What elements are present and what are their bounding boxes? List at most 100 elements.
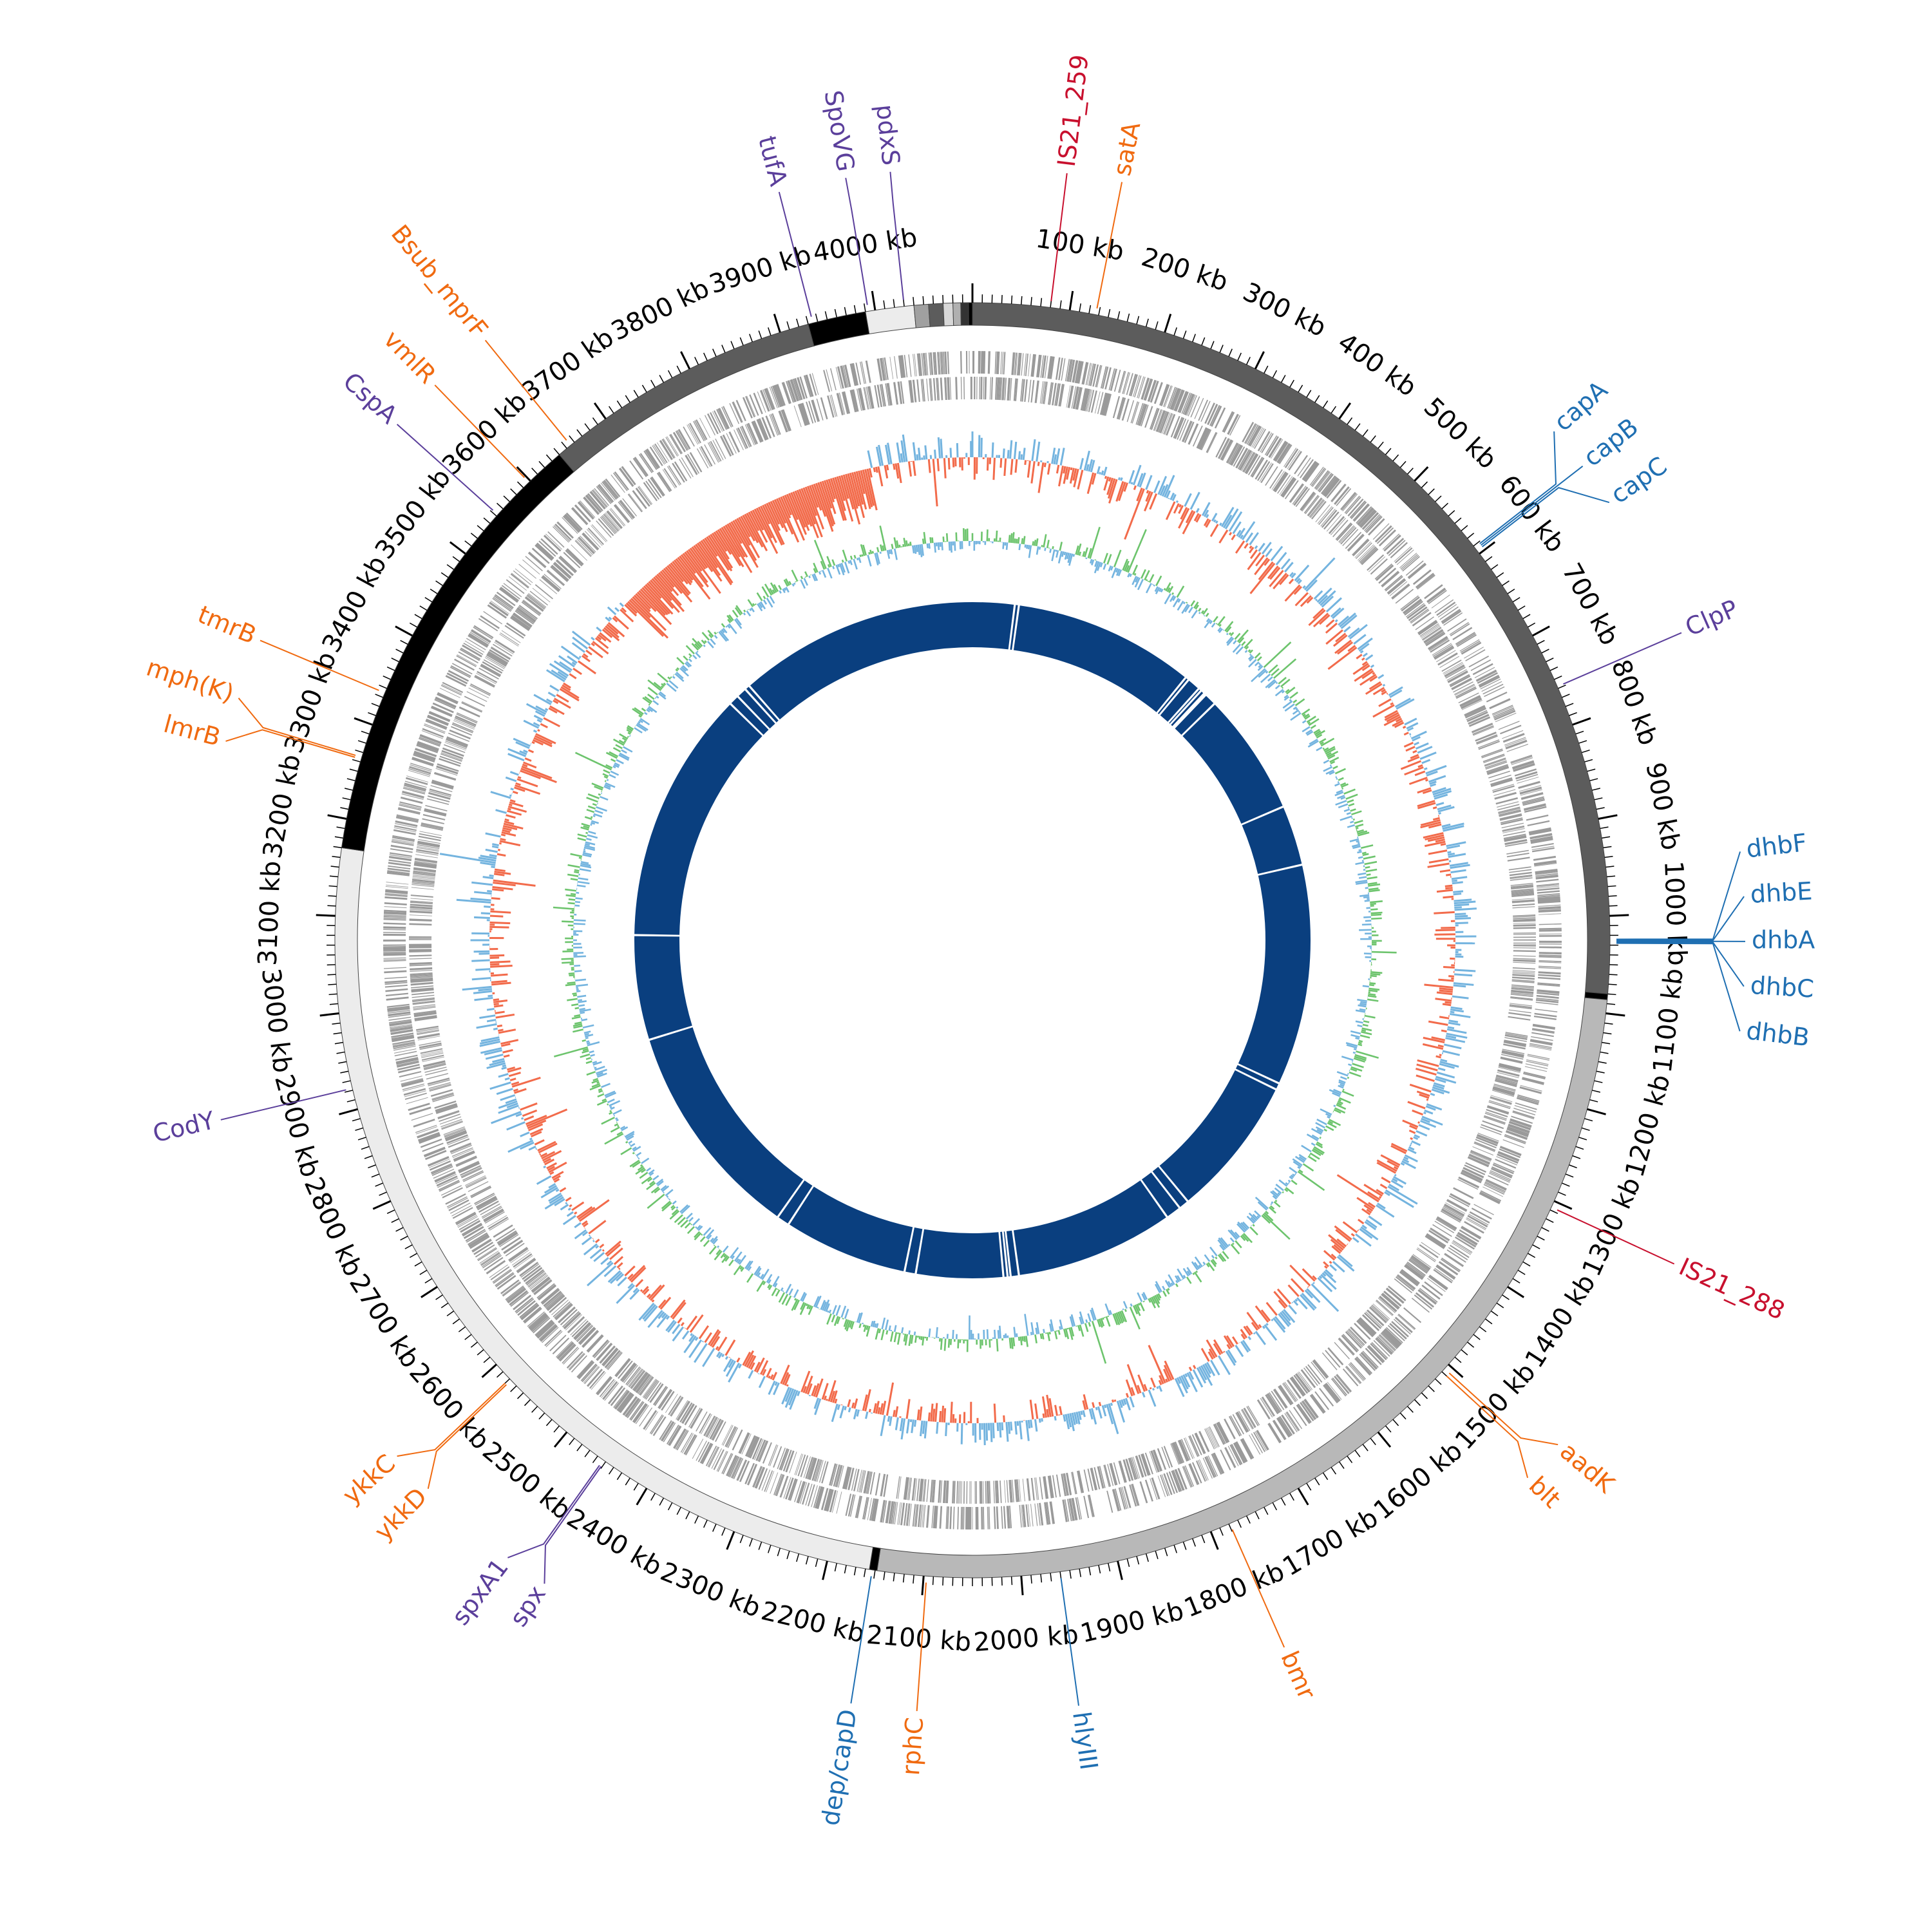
cds-mark xyxy=(1209,1426,1220,1447)
cds-mark xyxy=(1475,1136,1498,1146)
cds-mark xyxy=(926,1505,930,1528)
gc-content-bar xyxy=(912,442,917,461)
cds-mark xyxy=(1289,483,1304,503)
minor-tick xyxy=(633,1482,639,1491)
cds-mark xyxy=(498,1232,518,1246)
minor-tick xyxy=(1210,341,1215,350)
cds-mark xyxy=(1150,408,1160,430)
cds-mark xyxy=(1224,1446,1236,1468)
minor-tick xyxy=(409,622,417,628)
cds-mark xyxy=(1427,1278,1446,1293)
cds-mark xyxy=(1538,910,1561,913)
minor-tick xyxy=(409,1253,417,1258)
cds-mark xyxy=(681,457,694,477)
cds-mark xyxy=(960,351,962,374)
gc-content-bar xyxy=(491,980,507,983)
minor-tick xyxy=(1541,649,1549,654)
gc-skew-bar xyxy=(1343,788,1356,795)
gc-skew-bar xyxy=(1204,619,1211,629)
cds-mark xyxy=(1359,509,1376,527)
cds-mark xyxy=(1381,571,1399,587)
gc-content-bar xyxy=(815,1378,824,1398)
cds-mark xyxy=(1418,621,1438,636)
gc-content-bar xyxy=(738,1363,743,1368)
cds-mark xyxy=(1237,449,1250,469)
cds-mark xyxy=(1227,413,1239,435)
cds-mark xyxy=(417,1032,440,1038)
gc-skew-bar xyxy=(1323,747,1329,752)
minor-tick xyxy=(334,836,343,839)
minor-tick xyxy=(592,1455,598,1463)
cds-mark xyxy=(1087,1468,1094,1492)
cds-mark xyxy=(635,1405,649,1425)
gc-content-bar xyxy=(895,1417,899,1430)
cds-mark xyxy=(1072,386,1079,410)
cds-mark xyxy=(894,1502,898,1525)
cds-mark xyxy=(558,556,576,574)
gc-content-bar xyxy=(905,1399,911,1419)
cds-mark xyxy=(392,1039,415,1045)
cds-mark xyxy=(387,1005,410,1010)
cds-mark xyxy=(1513,958,1536,960)
cds-mark xyxy=(1538,906,1561,909)
gc-content-bar xyxy=(828,478,837,500)
gc-skew-bar xyxy=(1267,680,1277,689)
cds-mark xyxy=(1034,1477,1038,1501)
cds-mark xyxy=(596,1342,612,1360)
gc-content-bar xyxy=(1323,1249,1336,1261)
gc-content-bar xyxy=(1275,552,1287,565)
cds-mark xyxy=(1503,1041,1526,1047)
major-tick xyxy=(1297,1488,1309,1506)
cds-mark xyxy=(1354,1323,1371,1340)
cds-mark xyxy=(1126,400,1135,422)
contig-segment xyxy=(960,302,969,326)
gc-skew-bar xyxy=(1289,699,1292,702)
gc-skew-bar xyxy=(1135,576,1139,583)
cds-mark xyxy=(876,358,882,381)
cds-mark xyxy=(861,361,867,384)
gc-content-bar xyxy=(1340,614,1358,629)
minor-tick xyxy=(1596,807,1605,810)
cds-mark xyxy=(410,764,432,772)
cds-mark xyxy=(1311,1361,1326,1380)
gc-content-bar xyxy=(471,977,491,981)
cds-mark xyxy=(1383,1291,1401,1307)
cds-mark xyxy=(1039,381,1044,404)
cds-mark xyxy=(517,607,536,621)
cds-mark xyxy=(855,362,862,385)
cds-mark xyxy=(1062,1499,1068,1522)
gc-skew-bar xyxy=(1307,721,1311,724)
cds-mark xyxy=(384,893,408,896)
cds-mark xyxy=(578,536,595,554)
minor-tick xyxy=(893,1573,895,1582)
gc-content-bar xyxy=(1075,1411,1081,1425)
cds-mark xyxy=(1427,589,1446,603)
gc-content-bar xyxy=(832,1390,838,1403)
cds-mark xyxy=(1300,491,1315,511)
cds-mark xyxy=(1177,1468,1188,1490)
tick-label: 1100 kb xyxy=(1648,967,1689,1074)
cds-mark xyxy=(1023,353,1027,376)
cds-mark xyxy=(1378,1298,1396,1314)
minor-tick xyxy=(430,589,438,594)
cds-mark xyxy=(1524,804,1546,811)
cds-mark xyxy=(1161,1474,1170,1496)
cds-mark xyxy=(1374,525,1392,543)
cds-mark xyxy=(412,997,435,1001)
gc-content-bar xyxy=(1058,466,1065,487)
cds-mark xyxy=(914,1504,918,1527)
cds-mark xyxy=(1256,1430,1268,1451)
cds-mark xyxy=(1349,500,1366,518)
cds-mark xyxy=(1235,448,1248,469)
cds-mark xyxy=(423,724,445,734)
gc-content-bar xyxy=(1432,787,1446,793)
gc-content-bar xyxy=(688,1334,695,1342)
cds-mark xyxy=(1453,681,1473,693)
gc-content-bar xyxy=(1206,1339,1218,1358)
cds-mark xyxy=(623,1365,638,1383)
cds-mark xyxy=(987,1506,989,1530)
cds-mark xyxy=(419,831,442,837)
cds-mark xyxy=(451,663,473,675)
gc-skew-bar xyxy=(1302,719,1307,724)
cds-mark xyxy=(437,1177,459,1188)
